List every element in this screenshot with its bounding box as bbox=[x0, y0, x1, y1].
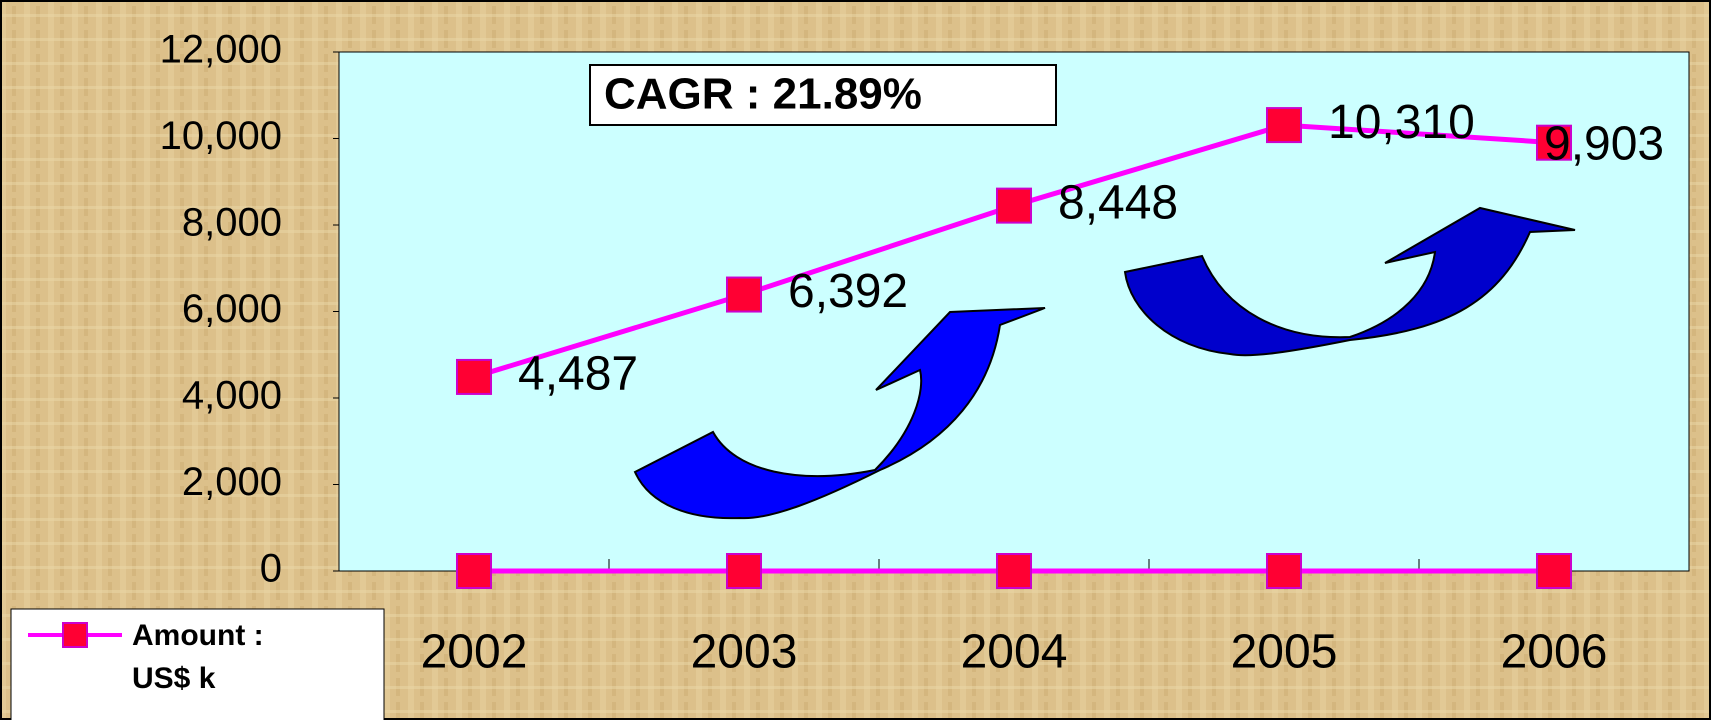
y-tick-label: 10,000 bbox=[160, 114, 282, 158]
x-tick-label: 2004 bbox=[961, 626, 1068, 679]
y-tick-label: 6,000 bbox=[182, 287, 282, 331]
y-tick-label: 8,000 bbox=[182, 201, 282, 245]
marker bbox=[457, 554, 491, 588]
x-tick-label: 2006 bbox=[1501, 626, 1608, 679]
legend-marker bbox=[63, 623, 87, 647]
marker bbox=[457, 360, 491, 394]
data-label: 10,310 bbox=[1328, 96, 1475, 149]
annotation: CAGR : 21.89% bbox=[604, 70, 922, 119]
y-tick-label: 12,000 bbox=[160, 28, 282, 72]
data-label: 4,487 bbox=[518, 348, 638, 401]
y-tick-label: 4,000 bbox=[182, 374, 282, 418]
y-tick-label: 2,000 bbox=[182, 460, 282, 504]
marker bbox=[727, 554, 761, 588]
x-tick-label: 2003 bbox=[691, 626, 798, 679]
y-tick-label: 0 bbox=[260, 547, 282, 591]
data-label: 9,903 bbox=[1544, 117, 1664, 170]
marker bbox=[1267, 554, 1301, 588]
data-label: 8,448 bbox=[1058, 176, 1178, 229]
data-label: 6,392 bbox=[788, 265, 908, 318]
marker bbox=[997, 554, 1031, 588]
marker bbox=[1537, 554, 1571, 588]
marker bbox=[727, 278, 761, 312]
chart: CAGR : 21.89% Amount :US$ k 02,0004,0006… bbox=[0, 0, 1711, 720]
marker bbox=[997, 189, 1031, 223]
x-tick-label: 2005 bbox=[1231, 626, 1338, 679]
marker bbox=[1267, 108, 1301, 142]
x-tick-label: 2002 bbox=[421, 626, 528, 679]
